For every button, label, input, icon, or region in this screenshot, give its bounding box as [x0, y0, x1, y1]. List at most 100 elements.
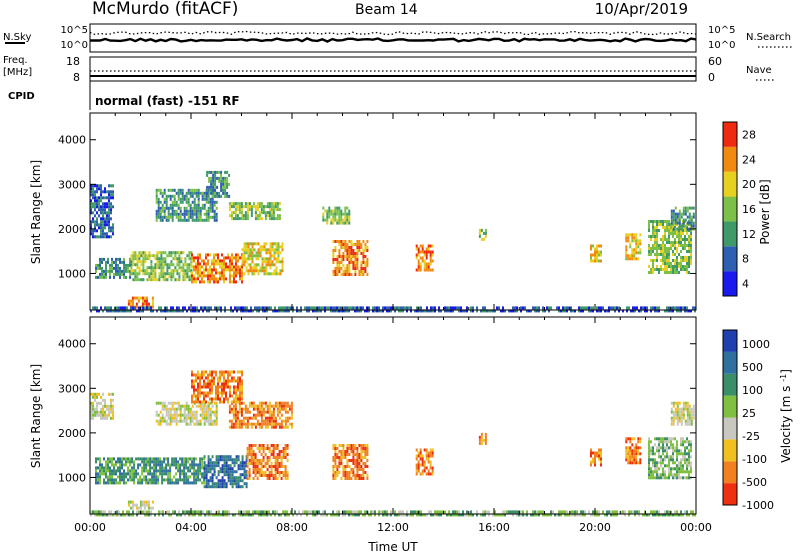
freq-label-1: Freq.: [3, 55, 28, 66]
scatter-region: [670, 401, 695, 426]
y-tick-label: 3000: [58, 382, 86, 395]
power-heatmap: [90, 170, 696, 313]
colorbar-segment: [723, 373, 737, 396]
colorbar-tick-label: -1000: [742, 499, 774, 512]
colorbar-segment: [723, 439, 737, 462]
scatter-region: [648, 220, 692, 274]
date-title: 10/Apr/2019: [595, 0, 688, 18]
scatter-region: [228, 401, 293, 429]
x-axis-label: Time UT: [367, 540, 418, 554]
scatter-region: [590, 448, 602, 467]
velocity-colorbar-label: Velocity [m s -1]: [779, 369, 793, 463]
cpid-label: CPID: [8, 91, 35, 102]
velocity-colorbar: 1000 500 100 25 -25 -100 -500 -1000: [722, 329, 774, 512]
scatter-region: [590, 244, 602, 263]
noise-tick-bottom: 10^0: [61, 40, 88, 51]
colorbar-tick-label: 500: [742, 361, 763, 374]
freq-panel: Freq. [MHz] 18 8 60 0 Nave: [3, 55, 774, 84]
cpid-panel: CPID normal (fast) -151 RF: [8, 81, 240, 110]
scatter-region: [478, 432, 487, 445]
colorbar-segment: [723, 196, 737, 222]
noise-tick-top: 10^5: [61, 25, 88, 36]
colorbar-segment: [723, 483, 737, 505]
colorbar-segment: [723, 271, 737, 296]
noise-search-label: N.Search: [746, 32, 791, 43]
nave-label: Nave: [746, 65, 772, 76]
scatter-region: [95, 257, 132, 279]
y-tick-label: 4000: [58, 338, 86, 351]
colorbar-segment: [723, 395, 737, 418]
freq-tick-top: 18: [66, 55, 80, 68]
colorbar-tick-label: -25: [742, 430, 760, 443]
noise-panel: N.Sky 10^5 10^0 10^5 10^0 N.Search: [3, 23, 792, 53]
y-tick-label: 1000: [58, 267, 86, 280]
x-tick-label: 08:00: [276, 521, 308, 534]
colorbar-segment: [723, 461, 737, 484]
colorbar-tick-label: 12: [742, 228, 756, 241]
colorbar-segment: [723, 171, 737, 197]
x-tick-label: 16:00: [478, 521, 510, 534]
nave-tick-top: 60: [708, 55, 722, 68]
scatter-region: [625, 437, 642, 465]
y-tick-label: 3000: [58, 178, 86, 191]
station-title: McMurdo (fitACF): [92, 0, 238, 19]
scatter-region: [332, 444, 369, 480]
scatter-region: [155, 188, 218, 222]
colorbar-segment: [723, 351, 737, 374]
noise-sky-label: N.Sky: [3, 32, 31, 43]
colorbar-segment: [723, 417, 737, 440]
colorbar-tick-label: 20: [742, 178, 756, 191]
velocity-heatmap: [90, 370, 696, 517]
power-ylabel: Slant Range [km]: [29, 160, 43, 264]
colorbar-segment: [723, 221, 737, 247]
power-panel: 1000 2000 3000 4000 Slant Range [km] 4 8 12 16…: [29, 112, 772, 313]
colorbar-segment: [723, 122, 737, 147]
colorbar-segment: [723, 330, 737, 352]
noise-right-tick-bottom: 10^0: [708, 40, 735, 51]
velocity-panel: 1000 2000 3000 4000 00:00 04:00 08:00 12:00 16:…: [29, 316, 793, 534]
scatter-region: [322, 206, 351, 225]
colorbar-tick-label: -500: [742, 476, 767, 489]
velocity-ylabel: Slant Range [km]: [29, 364, 43, 468]
noise-right-tick-top: 10^5: [708, 25, 735, 36]
colorbar-tick-label: 4: [742, 278, 749, 291]
colorbar-segment: [723, 246, 737, 272]
colorbar-tick-label: 28: [742, 128, 756, 141]
scatter-region: [415, 448, 434, 476]
colorbar-tick-label: 100: [742, 384, 763, 397]
colorbar-tick-label: 24: [742, 153, 756, 166]
cpid-text: normal (fast) -151 RF: [95, 94, 240, 108]
scatter-region: [191, 370, 243, 404]
colorbar-tick-label: -100: [742, 453, 767, 466]
x-tick-label: 00:00: [74, 521, 106, 534]
power-colorbar: 4 8 12 16 20 24 28: [722, 121, 756, 297]
nave-tick-bottom: 0: [708, 71, 715, 84]
scatter-region: [90, 510, 696, 517]
scatter-region: [228, 202, 281, 221]
noise-search-line: [89, 30, 697, 36]
colorbar-segment: [723, 146, 737, 172]
noise-sky-line: [89, 37, 697, 43]
scatter-region: [625, 233, 642, 261]
scatter-region: [90, 392, 114, 420]
scatter-region: [241, 242, 284, 276]
scatter-region: [206, 170, 231, 198]
scatter-region: [415, 244, 434, 272]
x-tick-label: 20:00: [579, 521, 611, 534]
scatter-region: [130, 251, 193, 282]
scatter-region: [95, 457, 206, 485]
scatter-region: [203, 455, 248, 489]
x-tick-label: 00:00: [680, 521, 712, 534]
x-tick-label: 12:00: [377, 521, 409, 534]
y-tick-label: 2000: [58, 223, 86, 236]
scatter-region: [648, 437, 692, 480]
scatter-region: [332, 240, 369, 276]
power-colorbar-label: Power [dB]: [758, 179, 772, 244]
freq-label-2: [MHz]: [3, 67, 32, 78]
scatter-region: [478, 228, 487, 241]
colorbar-tick-label: 16: [742, 203, 756, 216]
colorbar-tick-label: 1000: [742, 338, 770, 351]
scatter-region: [90, 184, 114, 239]
y-tick-label: 2000: [58, 427, 86, 440]
beam-title: Beam 14: [355, 2, 418, 18]
